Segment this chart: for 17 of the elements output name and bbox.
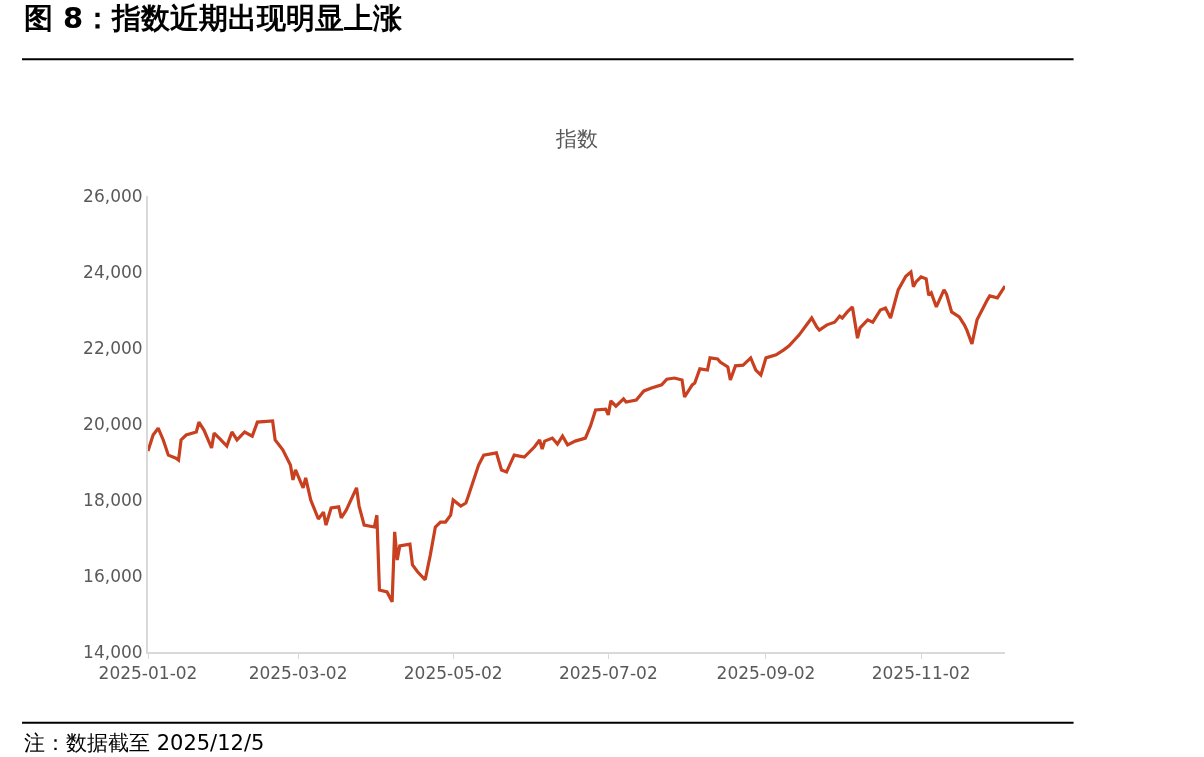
x-tick-label: 2025-01-02	[98, 663, 198, 684]
y-tick-label: 18,000	[83, 489, 143, 510]
y-tick-label: 24,000	[83, 261, 143, 282]
y-tick-label: 20,000	[83, 413, 143, 434]
chart-title: 图 8：指数近期出现明显上涨	[24, 1, 404, 35]
line-series	[148, 270, 1005, 604]
x-tick-label: 2025-07-02	[558, 663, 658, 684]
y-tick-label: 16,000	[83, 565, 143, 586]
y-tick-label: 26,000	[83, 185, 143, 206]
x-tick-label: 2025-05-02	[403, 663, 503, 684]
y-tick-label: 22,000	[83, 337, 143, 358]
x-tick-label: 2025-09-02	[716, 663, 816, 684]
text: 注：数据截至 2025/12/5	[24, 731, 265, 755]
chart-subtitle: 指数	[555, 127, 598, 151]
x-tick-label: 2025-11-02	[871, 663, 971, 684]
x-tick-label: 2025-03-02	[248, 663, 348, 684]
y-tick-label: 14,000	[83, 641, 143, 662]
